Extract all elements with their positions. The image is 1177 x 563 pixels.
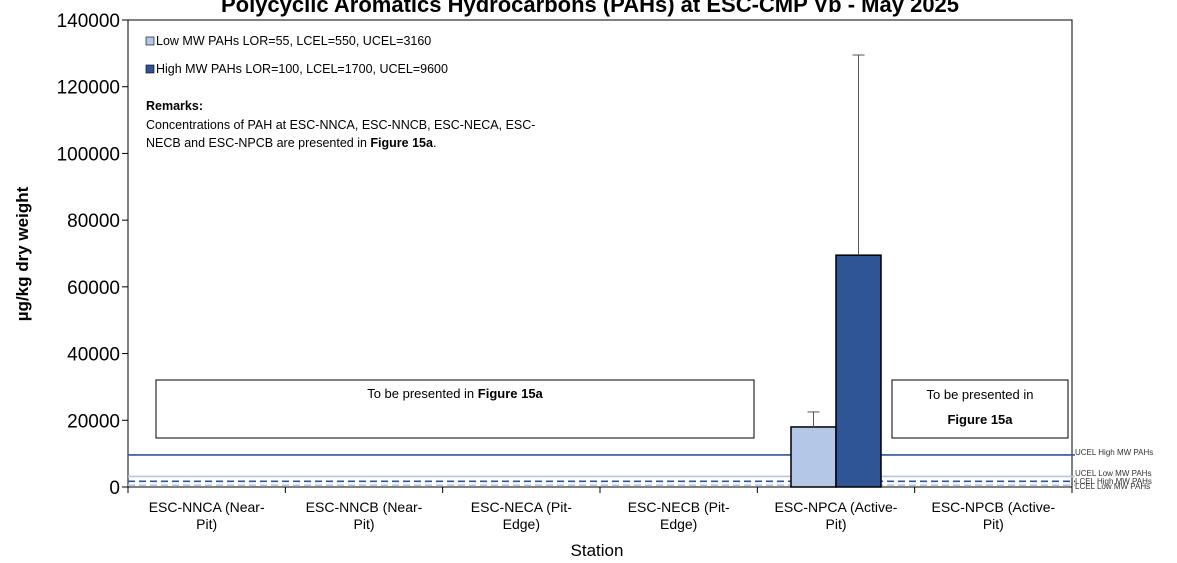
y-axis-label: µg/kg dry weight bbox=[13, 186, 32, 321]
remarks-text: NECB and ESC-NPCB are presented in bbox=[146, 136, 370, 150]
bar bbox=[790, 426, 837, 488]
y-tick-label: 80000 bbox=[67, 211, 120, 232]
x-category-label: ESC-NNCB (Near-Pit) bbox=[306, 499, 423, 532]
annotation-box bbox=[155, 379, 755, 439]
x-category-label-line: ESC-NECB (Pit- bbox=[628, 499, 730, 515]
y-axis: 0 20000 40000 60000 80000 100000 120000 140000 bbox=[57, 11, 128, 499]
x-category-label: ESC-NNCA (Near-Pit) bbox=[149, 499, 265, 532]
annotation-box bbox=[891, 379, 1069, 439]
x-category-label-line: Pit) bbox=[354, 516, 375, 532]
y-tick-label: 140000 bbox=[57, 11, 120, 32]
x-axis-label: Station bbox=[571, 541, 624, 560]
remarks-line: Concentrations of PAH at ESC-NNCA, ESC-N… bbox=[146, 118, 535, 132]
annotation-box-text: To be presented in Figure 15a bbox=[367, 386, 543, 401]
chart-title: Polycyclic Aromatics Hydrocarbons (PAHs)… bbox=[221, 0, 959, 17]
legend-entry: Low MW PAHs LOR=55, LCEL=550, UCEL=3160 bbox=[156, 34, 431, 48]
x-category-label-line: ESC-NNCA (Near- bbox=[149, 499, 265, 515]
remarks-heading: Remarks: bbox=[146, 99, 203, 113]
x-axis: ESC-NNCA (Near-Pit)ESC-NNCB (Near-Pit)ES… bbox=[127, 487, 1073, 532]
reference-line-label: UCEL Low MW PAHs bbox=[1075, 469, 1151, 478]
x-category-label-line: Pit) bbox=[196, 516, 217, 532]
x-category-label-line: Pit) bbox=[826, 516, 847, 532]
x-category-label: ESC-NECA (Pit-Edge) bbox=[471, 499, 572, 532]
y-tick-label: 60000 bbox=[67, 278, 120, 299]
x-category-label: ESC-NECB (Pit-Edge) bbox=[628, 499, 730, 532]
annotation-figure-ref: Figure 15a bbox=[947, 412, 1013, 427]
remarks-line: NECB and ESC-NPCB are presented in Figur… bbox=[146, 136, 436, 150]
x-category-label-line: ESC-NNCB (Near- bbox=[306, 499, 423, 515]
annotation-figure-ref: Figure 15a bbox=[478, 386, 544, 401]
x-category-label-line: ESC-NECA (Pit- bbox=[471, 499, 572, 515]
y-tick-label: 100000 bbox=[57, 144, 120, 165]
remarks-figure-ref: Figure 15a bbox=[370, 136, 434, 150]
y-tick-label: 20000 bbox=[67, 411, 120, 432]
x-category-label-line: Edge) bbox=[503, 516, 540, 532]
reference-line-label: LCEL High MW PAHs bbox=[1075, 477, 1152, 486]
legend: Low MW PAHs LOR=55, LCEL=550, UCEL=3160 H… bbox=[145, 34, 448, 76]
legend-swatch bbox=[145, 64, 155, 74]
legend-entry: High MW PAHs LOR=100, LCEL=1700, UCEL=96… bbox=[156, 62, 448, 76]
y-tick-label: 40000 bbox=[67, 345, 120, 366]
x-category-label: ESC-NPCB (Active-Pit) bbox=[931, 499, 1055, 532]
x-category-label-line: ESC-NPCB (Active- bbox=[931, 499, 1055, 515]
x-category-label-line: Pit) bbox=[983, 516, 1004, 532]
annotation-box-text: To be presented in bbox=[927, 387, 1034, 402]
x-category-label-line: ESC-NPCA (Active- bbox=[775, 499, 898, 515]
remarks-text: . bbox=[433, 136, 436, 150]
bars bbox=[790, 54, 882, 488]
y-tick-label: 120000 bbox=[57, 78, 120, 99]
reference-line-label: UCEL High MW PAHs bbox=[1075, 448, 1153, 457]
annotation-boxes: To be presented in Figure 15a To be prese… bbox=[155, 379, 1069, 439]
bar bbox=[835, 254, 882, 488]
y-tick-label: 0 bbox=[109, 478, 120, 499]
x-category-label-line: Edge) bbox=[660, 516, 697, 532]
reference-line-label: LCEL Low MW PAHs bbox=[1075, 482, 1150, 491]
annotation-text: To be presented in bbox=[367, 386, 478, 401]
remarks: Remarks: Concentrations of PAH at ESC-NNC… bbox=[146, 99, 535, 150]
legend-swatch bbox=[145, 36, 155, 46]
x-category-label: ESC-NPCA (Active-Pit) bbox=[775, 499, 898, 532]
